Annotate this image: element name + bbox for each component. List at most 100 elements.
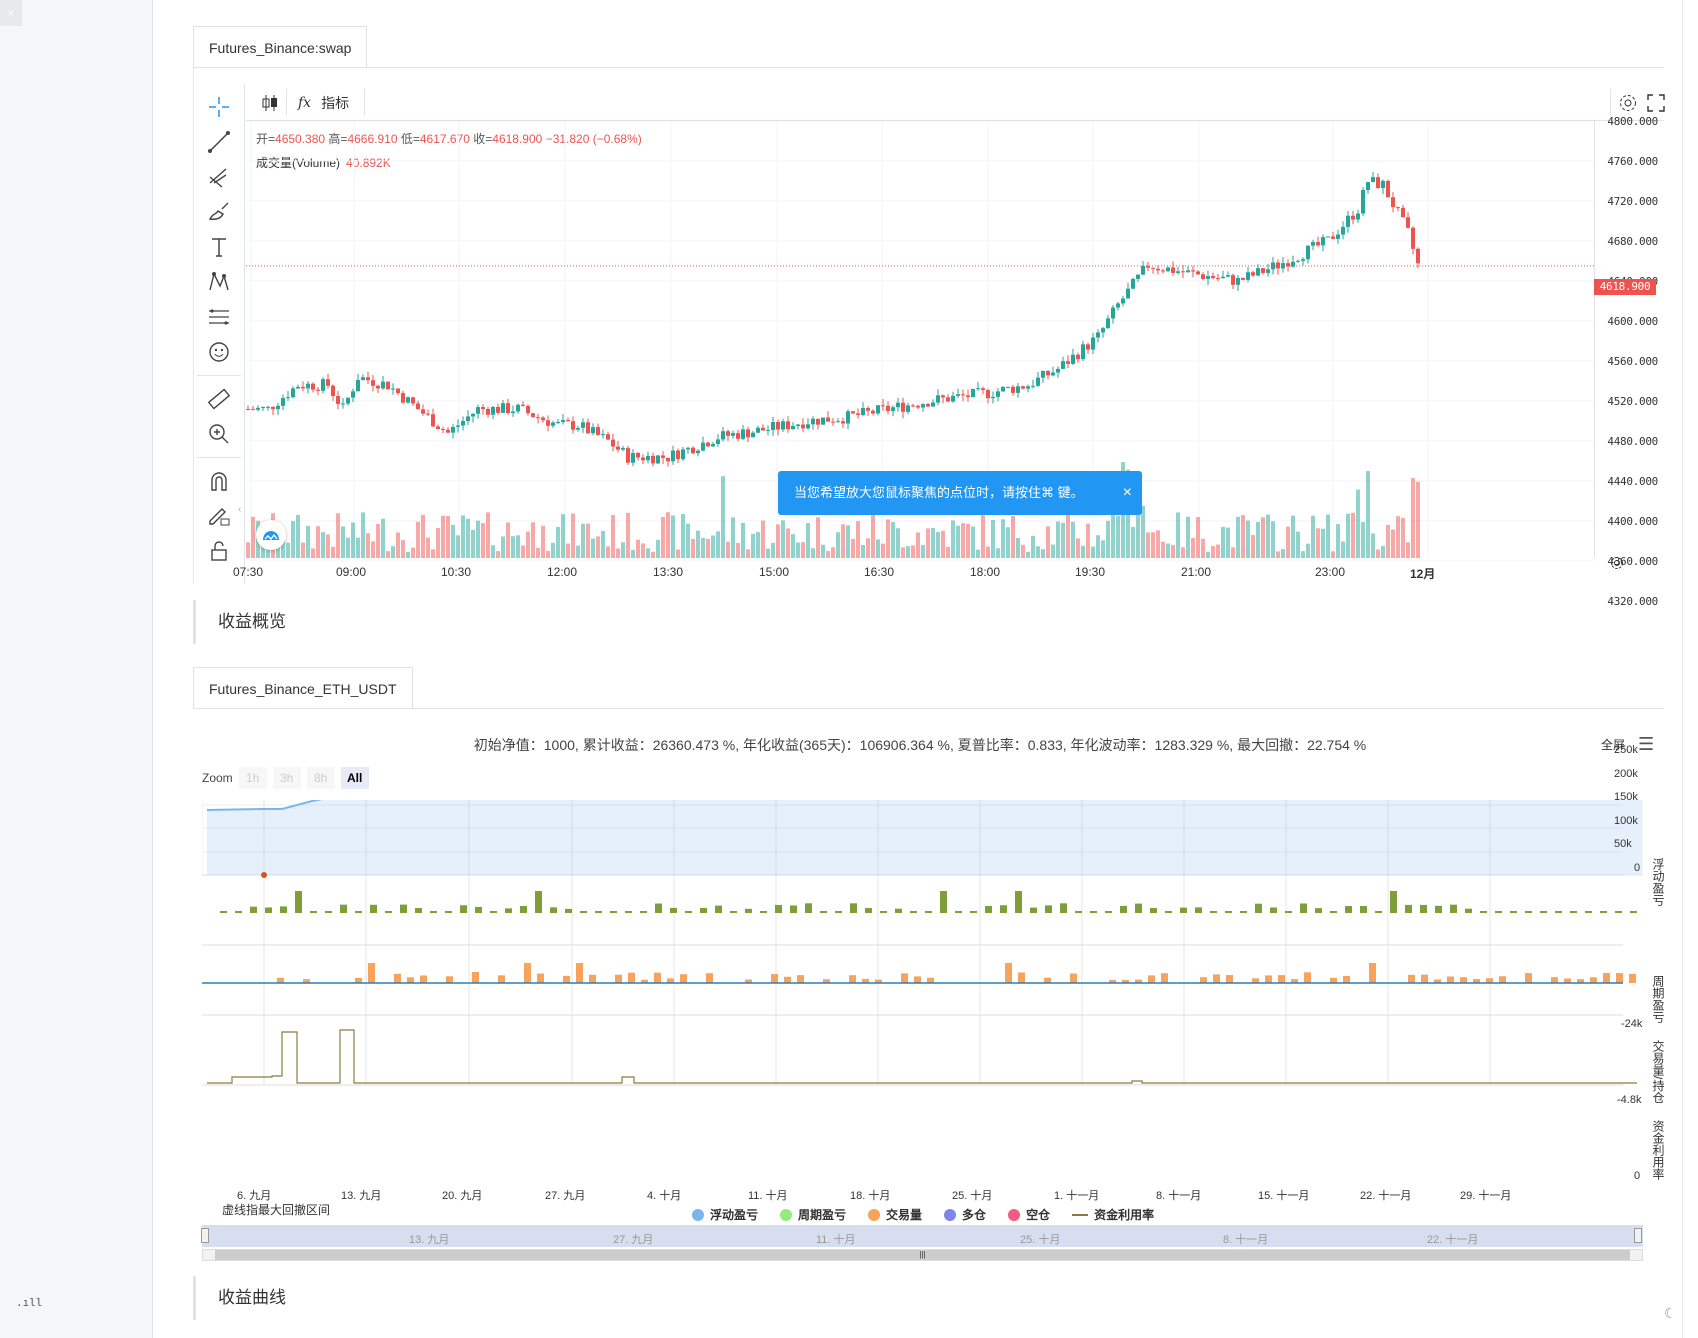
volume-bar: [836, 532, 840, 558]
emoji-icon[interactable]: [205, 338, 233, 366]
volume-bar: [556, 526, 560, 558]
volume-bar: [646, 548, 650, 558]
volume-bar: [496, 551, 500, 558]
candle-body: [916, 405, 920, 408]
volume-bar: [589, 974, 596, 983]
fib-icon[interactable]: [205, 303, 233, 331]
candle-body: [606, 434, 610, 440]
fullscreen-button[interactable]: 全屏: [1601, 738, 1626, 752]
candle-body: [656, 455, 660, 464]
volume-bar: [676, 549, 680, 558]
legend-label: 多仓: [962, 1208, 987, 1222]
scrollbar[interactable]: |||: [202, 1249, 1643, 1261]
candle-body: [706, 442, 710, 447]
legend-item[interactable]: 资金利用率: [1072, 1206, 1154, 1223]
volume-bar: [761, 520, 765, 558]
volume-bar: [346, 537, 350, 558]
collapse-toolbar-icon[interactable]: ‹: [238, 504, 242, 515]
tab-eth-usdt[interactable]: Futures_Binance_ETH_USDT: [193, 667, 413, 709]
volume-bar: [776, 524, 780, 558]
volume-bar: [1006, 527, 1010, 558]
candle-body: [581, 422, 585, 428]
candle-body: [1286, 263, 1290, 267]
candlestick-plot[interactable]: [246, 121, 1594, 561]
candle-body: [1031, 385, 1035, 387]
close-tooltip-icon[interactable]: ×: [1122, 484, 1132, 501]
zoom-in-icon[interactable]: [205, 420, 233, 448]
period-profit-bar: [1090, 911, 1097, 913]
scrollbar-thumb[interactable]: |||: [215, 1250, 1630, 1260]
candle-body: [1196, 271, 1200, 275]
navigator-handle-right[interactable]: [1634, 1228, 1642, 1243]
pencil-lock-icon[interactable]: [205, 502, 233, 530]
date-axis-label: 18. 十月: [850, 1190, 891, 1202]
candle-body: [411, 397, 415, 404]
candle-body: [966, 395, 970, 397]
period-profit-bar: [295, 891, 302, 913]
volume-bar: [356, 537, 360, 558]
candle-body: [801, 424, 805, 429]
candle-body: [741, 429, 745, 439]
period-profit-bar: [460, 905, 467, 913]
legend-item[interactable]: 浮动盈亏: [692, 1206, 758, 1223]
dark-mode-icon[interactable]: ☾: [1664, 1305, 1677, 1321]
volume-bar: [1371, 533, 1375, 558]
candle-type-icon[interactable]: [260, 91, 280, 115]
settings-gear-icon[interactable]: [1618, 91, 1638, 115]
candle-body: [926, 404, 930, 407]
tool-divider: [197, 375, 241, 376]
pattern-icon[interactable]: [205, 268, 233, 296]
trend-line-icon[interactable]: [205, 128, 233, 156]
tab-swap[interactable]: Futures_Binance:swap: [193, 26, 368, 68]
volume-bar: [581, 523, 585, 558]
candle-body: [1251, 272, 1255, 276]
candle-body: [1126, 288, 1130, 299]
legend-item[interactable]: 空仓: [1008, 1206, 1050, 1223]
pitchfork-icon[interactable]: [205, 163, 233, 191]
chart-menu-icon[interactable]: ☰: [1638, 734, 1655, 754]
period-profit-bar: [910, 911, 917, 913]
candle-body: [781, 421, 785, 430]
volume-bar: [1261, 517, 1265, 558]
indicators-button[interactable]: fx 指标: [298, 91, 349, 115]
legend-item[interactable]: 多仓: [944, 1206, 986, 1223]
period-profit-bar: [655, 903, 662, 913]
volume-bar: [286, 542, 290, 558]
close-icon[interactable]: ×: [0, 0, 22, 26]
profit-chart[interactable]: [202, 800, 1643, 1190]
volume-bar: [566, 543, 570, 558]
text-tool-icon[interactable]: [205, 233, 233, 261]
volume-bar: [1460, 977, 1467, 983]
unlock-icon[interactable]: [205, 537, 233, 565]
volume-bar: [546, 550, 550, 558]
volume-bar: [511, 536, 515, 558]
volume-bar: [1251, 534, 1255, 558]
volume-bar: [501, 536, 505, 558]
candle-body: [871, 410, 875, 414]
period-profit-bar: [220, 911, 227, 913]
zoom-8h-button[interactable]: 8h: [306, 767, 335, 789]
candle-body: [1101, 328, 1105, 333]
navigator[interactable]: 13. 九月 27. 九月 11. 十月 25. 十月 8. 十一月 22. 十一月 ||…: [201, 1225, 1643, 1261]
zoom-all-button[interactable]: All: [340, 767, 369, 789]
navigator-track[interactable]: [202, 1225, 1643, 1247]
navigator-handle-left[interactable]: [201, 1228, 209, 1243]
candle-body: [1346, 215, 1350, 227]
fullscreen-icon[interactable]: [1646, 91, 1666, 115]
volume-bar: [991, 519, 995, 558]
brush-icon[interactable]: [205, 198, 233, 226]
volume-bar: [1271, 521, 1275, 558]
axis-settings-icon[interactable]: [1610, 556, 1624, 570]
magnet-icon[interactable]: [205, 467, 233, 495]
volume-bar: [376, 524, 380, 558]
candle-body: [1171, 267, 1175, 273]
zoom-1h-button[interactable]: 1h: [238, 767, 267, 789]
crosshair-icon[interactable]: [205, 93, 233, 121]
zoom-3h-button[interactable]: 3h: [272, 767, 301, 789]
legend-item[interactable]: 交易量: [868, 1206, 922, 1223]
ruler-icon[interactable]: [205, 385, 233, 413]
legend-item[interactable]: 周期盈亏: [780, 1206, 846, 1223]
price-axis-label: 4560.000: [1607, 355, 1658, 368]
candle-body: [1166, 267, 1170, 272]
fx-icon: fx: [298, 95, 312, 111]
